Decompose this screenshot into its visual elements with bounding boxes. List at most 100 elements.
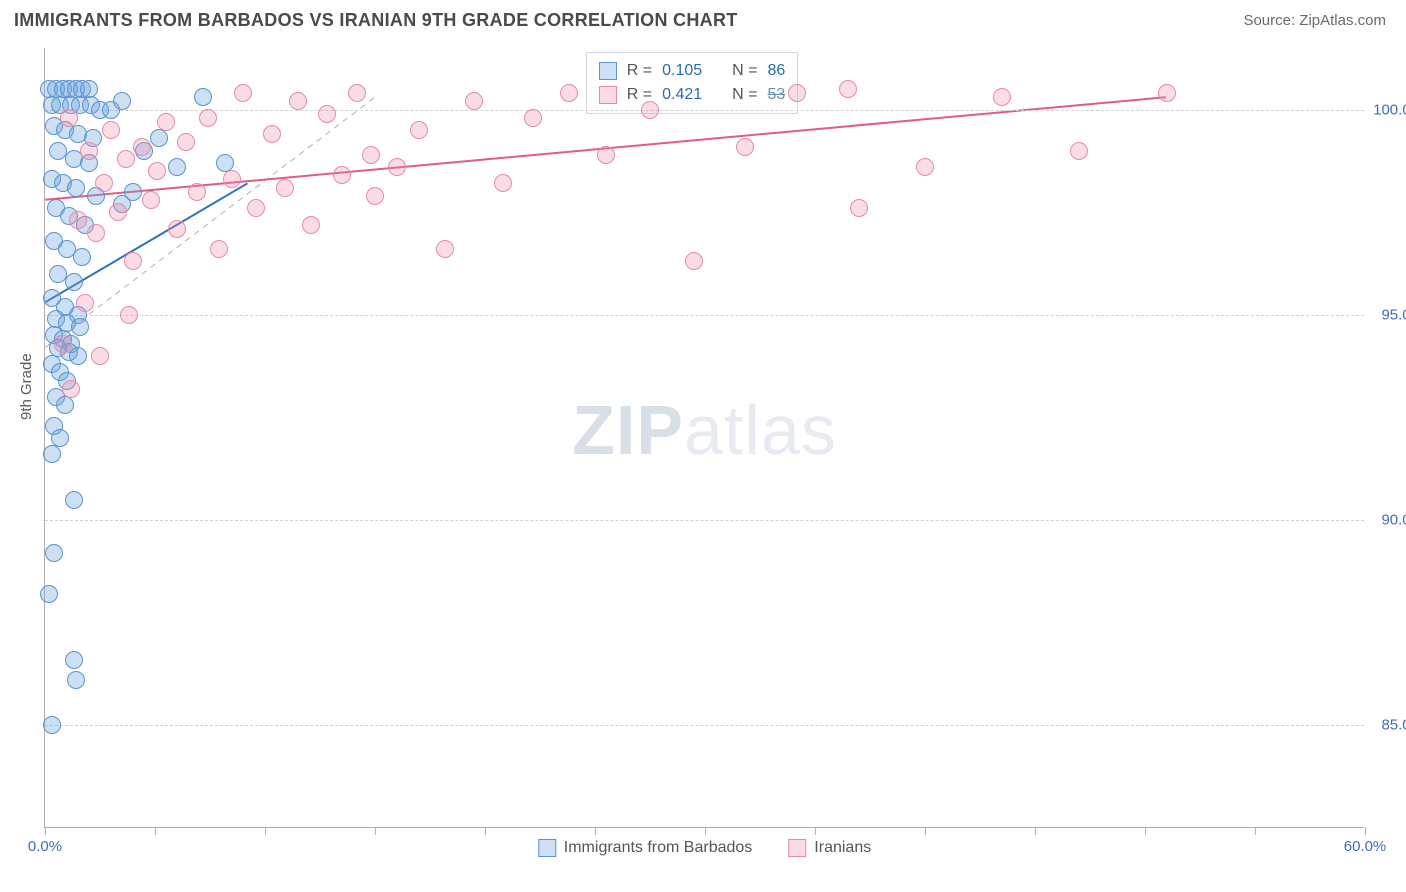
- data-point: [1158, 84, 1176, 102]
- data-point: [124, 183, 142, 201]
- data-point: [43, 716, 61, 734]
- data-point: [436, 240, 454, 258]
- data-point: [223, 170, 241, 188]
- bottom-legend: Immigrants from Barbados Iranians: [538, 839, 871, 857]
- gridline: [45, 520, 1364, 521]
- x-tick-label: 0.0%: [28, 838, 62, 855]
- legend-item: Immigrants from Barbados: [538, 839, 753, 857]
- data-point: [1070, 142, 1088, 160]
- x-tick: [1035, 827, 1036, 835]
- y-tick-label: 95.0%: [1369, 306, 1406, 323]
- data-point: [366, 187, 384, 205]
- x-tick-label: 60.0%: [1344, 838, 1387, 855]
- data-point: [318, 105, 336, 123]
- data-point: [302, 216, 320, 234]
- watermark-part1: ZIP: [572, 391, 684, 469]
- data-point: [69, 211, 87, 229]
- data-point: [348, 84, 366, 102]
- data-point: [67, 179, 85, 197]
- data-point: [95, 174, 113, 192]
- r-value: 0.421: [662, 83, 702, 107]
- data-point: [69, 347, 87, 365]
- data-point: [43, 445, 61, 463]
- n-value: 86: [768, 59, 786, 83]
- data-point: [80, 80, 98, 98]
- stats-row: R =0.105N =86: [599, 59, 786, 83]
- data-point: [388, 158, 406, 176]
- data-point: [410, 121, 428, 139]
- data-point: [51, 429, 69, 447]
- x-tick: [1145, 827, 1146, 835]
- n-value: 53: [768, 83, 786, 107]
- header: IMMIGRANTS FROM BARBADOS VS IRANIAN 9TH …: [0, 0, 1406, 37]
- data-point: [157, 113, 175, 131]
- y-tick-label: 100.0%: [1369, 101, 1406, 118]
- data-point: [65, 273, 83, 291]
- data-point: [113, 92, 131, 110]
- x-tick: [705, 827, 706, 835]
- data-point: [850, 199, 868, 217]
- legend-label: Iranians: [814, 839, 871, 857]
- data-point: [234, 84, 252, 102]
- data-point: [102, 121, 120, 139]
- data-point: [465, 92, 483, 110]
- legend-swatch: [538, 839, 556, 857]
- legend-swatch: [599, 86, 617, 104]
- data-point: [91, 347, 109, 365]
- data-point: [133, 138, 151, 156]
- y-tick-label: 85.0%: [1369, 717, 1406, 734]
- trend-lines-layer: [45, 48, 1364, 827]
- x-tick: [815, 827, 816, 835]
- data-point: [54, 335, 72, 353]
- data-point: [216, 154, 234, 172]
- data-point: [736, 138, 754, 156]
- legend-label: Immigrants from Barbados: [564, 839, 753, 857]
- data-point: [67, 671, 85, 689]
- x-tick: [595, 827, 596, 835]
- data-point: [194, 88, 212, 106]
- x-tick: [45, 827, 46, 835]
- data-point: [560, 84, 578, 102]
- data-point: [109, 203, 127, 221]
- data-point: [839, 80, 857, 98]
- data-point: [188, 183, 206, 201]
- data-point: [916, 158, 934, 176]
- data-point: [993, 88, 1011, 106]
- gridline: [45, 725, 1364, 726]
- y-axis-title: 9th Grade: [18, 353, 35, 420]
- data-point: [524, 109, 542, 127]
- gridline: [45, 110, 1364, 111]
- n-label: N =: [732, 83, 757, 107]
- data-point: [150, 129, 168, 147]
- data-point: [494, 174, 512, 192]
- data-point: [62, 380, 80, 398]
- x-tick: [265, 827, 266, 835]
- r-label: R =: [627, 59, 652, 83]
- data-point: [87, 224, 105, 242]
- watermark: ZIPatlas: [572, 390, 837, 470]
- legend-item: Iranians: [788, 839, 871, 857]
- gridline: [45, 315, 1364, 316]
- source-label: Source: ZipAtlas.com: [1243, 12, 1386, 29]
- x-tick: [485, 827, 486, 835]
- scatter-chart: ZIPatlas R =0.105N =86R =0.421N =53 Immi…: [44, 48, 1364, 828]
- data-point: [597, 146, 615, 164]
- data-point: [117, 150, 135, 168]
- x-tick: [925, 827, 926, 835]
- data-point: [210, 240, 228, 258]
- data-point: [45, 544, 63, 562]
- data-point: [71, 318, 89, 336]
- data-point: [76, 294, 94, 312]
- data-point: [40, 585, 58, 603]
- legend-swatch: [788, 839, 806, 857]
- data-point: [362, 146, 380, 164]
- chart-title: IMMIGRANTS FROM BARBADOS VS IRANIAN 9TH …: [14, 10, 738, 31]
- data-point: [333, 166, 351, 184]
- x-tick: [155, 827, 156, 835]
- x-tick: [375, 827, 376, 835]
- data-point: [124, 252, 142, 270]
- data-point: [120, 306, 138, 324]
- data-point: [65, 491, 83, 509]
- data-point: [289, 92, 307, 110]
- data-point: [148, 162, 166, 180]
